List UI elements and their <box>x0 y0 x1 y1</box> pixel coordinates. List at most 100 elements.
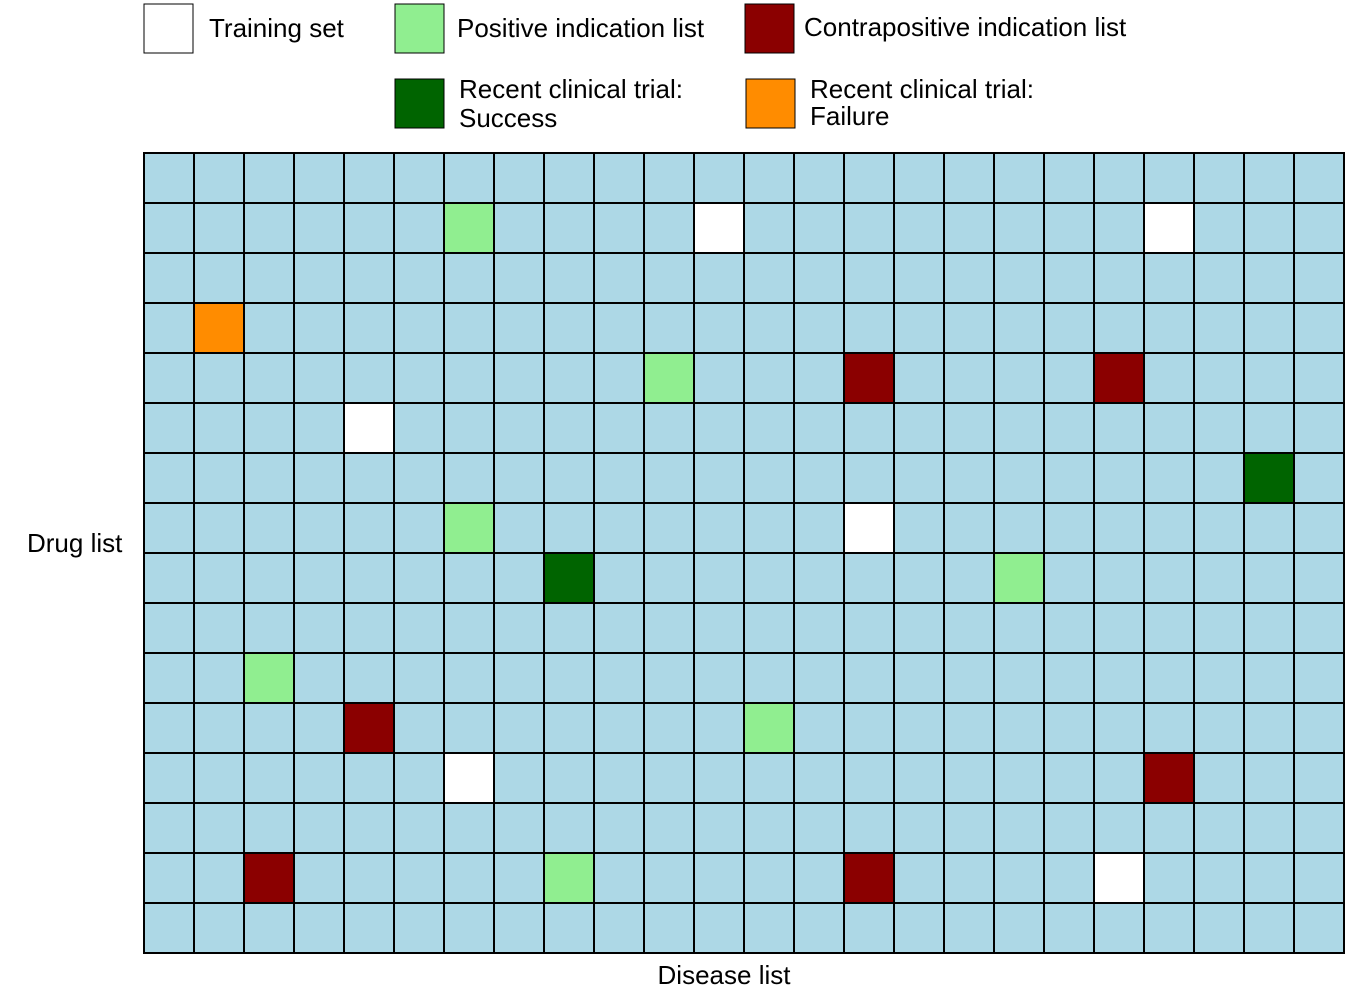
matrix-cell <box>443 402 495 454</box>
matrix-cell <box>1243 752 1295 804</box>
matrix-cell <box>843 852 895 904</box>
matrix-cell <box>143 252 195 304</box>
matrix-cell <box>543 752 595 804</box>
matrix-cell <box>893 802 945 854</box>
matrix-cell <box>543 552 595 604</box>
matrix-cell <box>443 652 495 704</box>
matrix-cell <box>1043 552 1095 604</box>
matrix-cell <box>643 602 695 654</box>
matrix-cell <box>243 252 295 304</box>
matrix-cell <box>143 602 195 654</box>
matrix-cell <box>793 152 845 204</box>
matrix-cell <box>393 752 445 804</box>
matrix-cell <box>1143 752 1195 804</box>
matrix-cell <box>893 502 945 554</box>
matrix-cell <box>993 402 1045 454</box>
matrix-cell <box>543 152 595 204</box>
legend-label: Training set <box>209 13 345 43</box>
matrix-cell <box>493 652 545 704</box>
matrix-cell <box>143 402 195 454</box>
matrix-cell <box>1043 602 1095 654</box>
matrix-cell <box>1043 802 1095 854</box>
legend-swatch <box>744 3 795 54</box>
matrix-cell <box>443 602 495 654</box>
matrix-cell <box>693 902 745 954</box>
matrix-cell <box>693 652 745 704</box>
matrix-cell <box>243 452 295 504</box>
matrix-cell <box>193 252 245 304</box>
matrix-cell <box>443 302 495 354</box>
matrix-cell <box>343 302 395 354</box>
matrix-cell <box>1143 452 1195 504</box>
matrix-cell <box>843 202 895 254</box>
matrix-cell <box>743 202 795 254</box>
matrix-cell <box>843 802 895 854</box>
matrix-cell <box>143 302 195 354</box>
matrix-cell <box>443 252 495 304</box>
matrix-cell <box>593 902 645 954</box>
matrix-cell <box>343 402 395 454</box>
matrix-cell <box>943 402 995 454</box>
matrix-cell <box>1093 152 1145 204</box>
matrix-cell <box>543 852 595 904</box>
matrix-cell <box>543 202 595 254</box>
matrix-cell <box>1093 852 1145 904</box>
matrix-cell <box>643 252 695 304</box>
matrix-cell <box>443 552 495 604</box>
matrix-cell <box>593 752 645 804</box>
matrix-cell <box>1293 402 1345 454</box>
matrix-cell <box>843 352 895 404</box>
matrix-cell <box>643 452 695 504</box>
matrix-cell <box>1293 702 1345 754</box>
matrix-cell <box>1193 352 1245 404</box>
matrix-cell <box>693 602 745 654</box>
matrix-cell <box>793 302 845 354</box>
matrix-cell <box>193 452 245 504</box>
matrix-cell <box>643 852 695 904</box>
matrix-cell <box>1193 152 1245 204</box>
matrix-cell <box>1093 752 1145 804</box>
matrix-cell <box>993 552 1045 604</box>
matrix-cell <box>843 402 895 454</box>
matrix-cell <box>1293 652 1345 704</box>
matrix-cell <box>293 202 345 254</box>
matrix-cell <box>143 152 195 204</box>
matrix-cell <box>443 502 495 554</box>
matrix-cell <box>643 552 695 604</box>
matrix-cell <box>1193 902 1245 954</box>
matrix-cell <box>993 802 1045 854</box>
matrix-cell <box>993 252 1045 304</box>
matrix-cell <box>293 552 345 604</box>
matrix-cell <box>543 902 595 954</box>
matrix-cell <box>793 652 845 704</box>
matrix-cell <box>1243 302 1295 354</box>
matrix-cell <box>793 502 845 554</box>
matrix-cell <box>593 352 645 404</box>
matrix-cell <box>943 252 995 304</box>
matrix-cell <box>643 402 695 454</box>
matrix-cell <box>843 752 895 804</box>
matrix-cell <box>593 302 645 354</box>
matrix-cell <box>493 302 545 354</box>
matrix-cell <box>943 502 995 554</box>
matrix-cell <box>343 152 395 204</box>
matrix-cell <box>193 352 245 404</box>
matrix-cell <box>843 152 895 204</box>
matrix-cell <box>443 702 495 754</box>
matrix-cell <box>943 652 995 704</box>
matrix-cell <box>143 802 195 854</box>
matrix-cell <box>643 902 695 954</box>
matrix-cell <box>243 802 295 854</box>
matrix-cell <box>393 502 445 554</box>
matrix-cell <box>593 552 645 604</box>
matrix-cell <box>1193 752 1245 804</box>
matrix-cell <box>1193 852 1245 904</box>
matrix-cell <box>943 852 995 904</box>
matrix-cell <box>693 352 745 404</box>
matrix-cell <box>693 402 745 454</box>
matrix-cell <box>143 202 195 254</box>
matrix-cell <box>393 602 445 654</box>
matrix-cell <box>493 502 545 554</box>
matrix-cell <box>293 252 345 304</box>
legend-swatch <box>143 3 194 54</box>
